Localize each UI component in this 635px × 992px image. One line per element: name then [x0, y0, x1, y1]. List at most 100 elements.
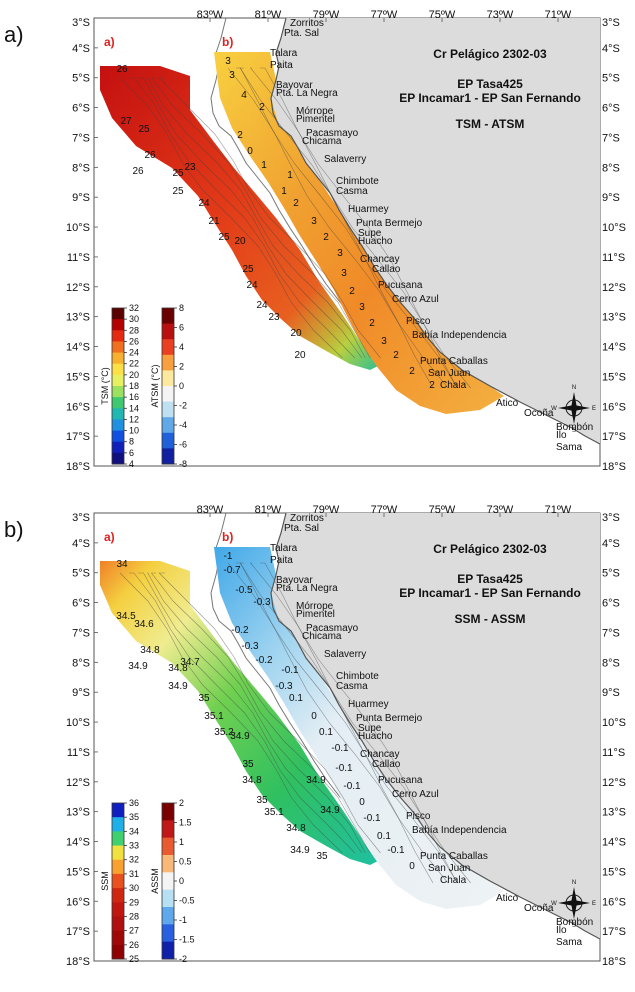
latitude-label: 5°S — [602, 73, 620, 85]
colorbar-swatch — [112, 888, 124, 903]
colorbar-tick: 28 — [129, 911, 139, 921]
latitude-label: 7°S — [72, 132, 90, 144]
colorbar-tick: 25 — [129, 954, 139, 964]
colorbar-swatch — [162, 941, 174, 960]
colorbar-tick: 0 — [179, 381, 184, 391]
place-label: Chala — [440, 875, 467, 886]
contour-label: 20 — [294, 350, 306, 361]
latitude-label: 7°S — [602, 627, 620, 639]
colorbar-swatch — [112, 330, 124, 342]
longitude-label: 71ºW — [545, 504, 572, 516]
place-label: Pucusana — [378, 280, 423, 291]
latitude-label: 18°S — [602, 461, 626, 473]
contour-label: 23 — [268, 312, 280, 323]
colorbar-tick: 26 — [129, 336, 139, 346]
place-label: Punta Bermejo — [356, 218, 423, 229]
colorbar-swatch — [162, 323, 174, 340]
contour-label: 3 — [225, 56, 231, 67]
latitude-label: 17°S — [66, 926, 90, 938]
colorbar-swatch — [162, 386, 174, 403]
contour-label: 1 — [261, 160, 267, 171]
ssm-colorbar: 36 35 34 33 32 31 30 29 28 27 26 25 SSM — [100, 798, 139, 964]
place-label: Talara — [270, 543, 298, 554]
latitude-label: 14°S — [602, 837, 626, 849]
contour-label: 3 — [337, 248, 343, 259]
latitude-label: 11°S — [67, 747, 90, 759]
colorbar-swatch — [162, 855, 174, 873]
latitude-label: 16°S — [66, 896, 90, 908]
contour-label: 2 — [429, 380, 435, 391]
colorbar-swatch — [112, 308, 124, 320]
contour-label: 34.9 — [168, 681, 188, 692]
colorbar-swatch — [112, 817, 124, 832]
contour-label: 35.2 — [214, 727, 234, 738]
colorbar-tick: 1.5 — [179, 818, 192, 828]
contour-label: 34.5 — [116, 611, 136, 622]
place-label: Salaverry — [324, 649, 366, 660]
longitude-label: 71ºW — [545, 9, 572, 21]
colorbar-swatch — [112, 902, 124, 917]
colorbar-swatch — [112, 930, 124, 946]
contour-label: 2 — [409, 366, 415, 377]
contour-label: 25 — [172, 168, 184, 179]
colorbar-swatch — [162, 354, 174, 371]
colorbar-tick: 8 — [179, 303, 184, 313]
contour-label: 26 — [144, 150, 156, 161]
place-label: Pimentel — [296, 609, 335, 620]
contour-label: 3 — [359, 302, 365, 313]
latitude-label: 5°S — [72, 568, 90, 580]
latitude-label: 10°S — [602, 717, 626, 729]
contour-label: 1 — [281, 186, 287, 197]
colorbar-swatch — [112, 452, 124, 465]
contour-label: 24 — [256, 300, 268, 311]
place-label: Chicama — [302, 631, 342, 642]
colorbar-tick: 22 — [129, 359, 139, 369]
longitude-label: 75ºW — [429, 9, 456, 21]
contour-label: 2 — [323, 232, 329, 243]
latitude-label: 9°S — [72, 192, 90, 204]
variable-title: TSM - ATSM — [456, 117, 525, 131]
latitude-label: 4°S — [602, 43, 620, 55]
latitude-label: 12°S — [602, 777, 626, 789]
latitude-label: 11°S — [602, 747, 625, 759]
compass-w: W — [551, 901, 557, 907]
place-label: Ilo — [556, 925, 567, 936]
place-label: Pacasmayo — [306, 128, 359, 139]
place-label: Punta Bermejo — [356, 713, 423, 724]
contour-label: -0.1 — [281, 665, 299, 676]
colorbar-tick: 4 — [179, 342, 184, 352]
subpanel-letter: a) — [104, 35, 115, 49]
contour-label: 25 — [242, 264, 254, 275]
colorbar-tick: 6 — [129, 448, 134, 458]
contour-label: 3 — [311, 216, 317, 227]
contour-label: 0 — [247, 146, 253, 157]
contour-label: 35 — [198, 693, 210, 704]
contour-label: 20 — [234, 236, 246, 247]
longitude-label: 81ºW — [255, 504, 282, 516]
contour-label: -0.1 — [363, 813, 381, 824]
colorbar-tick: -1.5 — [179, 935, 195, 945]
colorbar-tick: 30 — [129, 883, 139, 893]
latitude-label: 17°S — [602, 926, 626, 938]
place-label: Huarmey — [348, 204, 389, 215]
contour-label: 27 — [120, 116, 132, 127]
place-label: Supe — [358, 723, 382, 734]
place-label: Cerro Azul — [392, 789, 439, 800]
place-label: Huacho — [358, 731, 393, 742]
cruise-title: Cr Pelágico 2302-03 — [433, 542, 547, 556]
contour-label: 34.9 — [128, 661, 148, 672]
contour-label: 34.9 — [320, 805, 340, 816]
colorbar-swatch — [162, 417, 174, 434]
place-label: Sama — [556, 937, 583, 948]
latitude-label: 10°S — [66, 222, 90, 234]
place-label: Paita — [270, 555, 293, 566]
coastline — [270, 18, 600, 445]
latitude-label: 9°S — [602, 192, 620, 204]
place-label: Bombón — [556, 917, 593, 928]
contour-label: 0 — [359, 797, 365, 808]
latitude-label: 9°S — [72, 687, 90, 699]
compass-s: S — [572, 428, 576, 434]
contour-label: 23 — [184, 162, 196, 173]
latitude-label: 4°S — [72, 43, 90, 55]
